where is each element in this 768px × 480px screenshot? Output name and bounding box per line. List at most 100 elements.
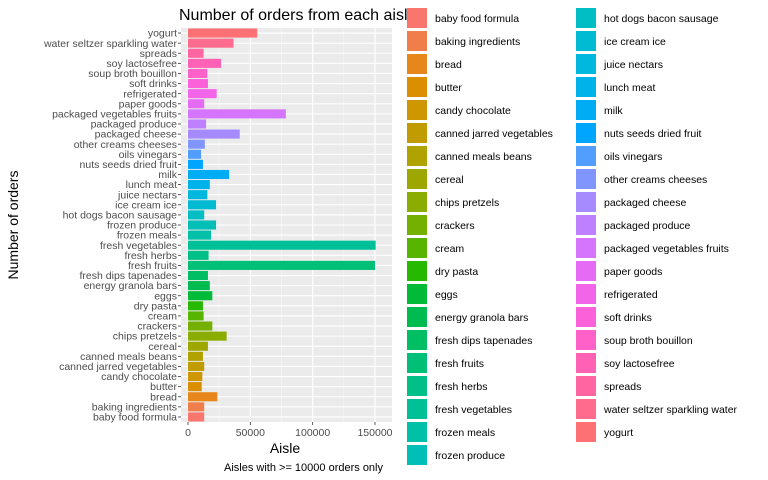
bar-refrigerated — [188, 89, 217, 99]
y-tick-label: frozen meals — [117, 230, 177, 242]
legend-key — [407, 8, 427, 28]
legend-key — [576, 330, 596, 350]
bar-fresh-herbs — [188, 250, 209, 260]
legend-key — [576, 261, 596, 281]
legend-key — [407, 77, 427, 97]
bar-yogurt — [188, 28, 258, 38]
legend-key — [576, 54, 596, 74]
legend-key — [407, 146, 427, 166]
y-tick-label: packaged cheese — [95, 129, 177, 141]
y-tick-label: energy granola bars — [84, 280, 177, 292]
legend-key — [576, 8, 596, 28]
legend-key — [407, 123, 427, 143]
legend-label: packaged produce — [604, 220, 691, 232]
y-tick-label: soy lactosefree — [106, 58, 177, 70]
y-tick-label: butter — [150, 381, 177, 393]
y-tick-label: fresh dips tapenades — [80, 270, 177, 282]
y-tick-label: other creams cheeses — [74, 139, 177, 151]
y-tick-label: crackers — [137, 321, 177, 333]
legend-key — [576, 353, 596, 373]
legend-key — [407, 330, 427, 350]
bar-ice-cream-ice — [188, 200, 217, 210]
y-tick-label: cereal — [148, 341, 177, 353]
legend-label: milk — [604, 105, 623, 117]
y-tick-label: nuts seeds dried fruit — [80, 159, 178, 171]
legend-key — [576, 123, 596, 143]
y-tick-label: lunch meat — [126, 179, 177, 191]
chart-caption: Aisles with >= 10000 orders only — [224, 462, 383, 474]
bar-frozen-meals — [188, 230, 212, 240]
legend-key — [576, 215, 596, 235]
y-axis-title: Number of orders — [5, 171, 21, 280]
legend-key — [407, 238, 427, 258]
legend-key — [576, 169, 596, 189]
legend-label: yogurt — [604, 427, 633, 439]
bar-chips-pretzels — [188, 331, 227, 341]
y-tick-label: fresh vegetables — [100, 240, 177, 252]
x-tick-label: 0 — [185, 427, 191, 439]
bar-soft-drinks — [188, 79, 208, 89]
bar-baking-ingredients — [188, 402, 205, 412]
legend-key — [407, 215, 427, 235]
bar-spreads — [188, 48, 204, 58]
bar-canned-meals-beans — [188, 351, 203, 361]
y-tick-label: baking ingredients — [92, 401, 177, 413]
bar-fresh-fruits — [188, 260, 375, 270]
y-tick-label: frozen produce — [107, 220, 177, 232]
y-tick-label: baby food formula — [93, 412, 177, 424]
y-tick-label: canned jarred vegetables — [59, 361, 177, 373]
legend-label: juice nectars — [603, 59, 663, 71]
legend-key — [407, 422, 427, 442]
bar-milk — [188, 169, 230, 180]
bars — [188, 28, 376, 422]
legend-label: cereal — [435, 174, 464, 186]
legend-key — [576, 284, 596, 304]
bar-candy-chocolate — [188, 371, 203, 382]
legend-label: canned jarred vegetables — [435, 128, 553, 140]
grid-lines — [181, 28, 392, 422]
legend-label: paper goods — [604, 266, 662, 278]
y-tick-label: bread — [150, 391, 177, 403]
y-tick-label: canned meals beans — [80, 351, 177, 363]
legend-key — [407, 353, 427, 373]
legend-label: fresh fruits — [435, 358, 484, 370]
bar-crackers — [188, 321, 213, 331]
chart-title: Number of orders from each aisle — [179, 7, 417, 24]
y-tick-label: fresh herbs — [124, 250, 177, 262]
bar-energy-granola-bars — [188, 281, 210, 291]
legend-label: fresh dips tapenades — [435, 335, 532, 347]
legend-label: hot dogs bacon sausage — [604, 13, 719, 25]
legend-key — [407, 192, 427, 212]
legend-label: candy chocolate — [435, 105, 511, 117]
legend-key — [407, 399, 427, 419]
legend-key — [407, 376, 427, 396]
legend-key — [407, 307, 427, 327]
y-tick-label: cream — [148, 311, 177, 323]
legend-key — [407, 54, 427, 74]
legend-key — [407, 261, 427, 281]
x-tick-label: 50000 — [236, 427, 265, 439]
legend-label: packaged cheese — [604, 197, 686, 209]
bar-cream — [188, 311, 204, 321]
y-tick-label: yogurt — [148, 28, 177, 40]
y-tick-label: candy chocolate — [101, 371, 177, 383]
legend-key — [407, 169, 427, 189]
bar-soy-lactosefree — [188, 58, 222, 68]
legend-label: dry pasta — [435, 266, 478, 278]
y-tick-label: spreads — [140, 48, 177, 60]
y-tick-label: soup broth bouillon — [88, 68, 177, 80]
legend-label: soy lactosefree — [604, 358, 675, 370]
y-tick-label: packaged vegetables fruits — [52, 108, 177, 120]
legend-label: bread — [435, 59, 462, 71]
legend-key — [407, 31, 427, 51]
legend-key — [576, 192, 596, 212]
bar-hot-dogs-bacon-sausage — [188, 210, 205, 220]
y-tick-label: hot dogs bacon sausage — [63, 209, 178, 221]
bar-dry-pasta — [188, 301, 203, 311]
legend-label: ice cream ice — [604, 36, 666, 48]
bar-paper-goods — [188, 99, 205, 109]
legend-label: crackers — [435, 220, 475, 232]
legend-key — [576, 100, 596, 120]
bar-other-creams-cheeses — [188, 139, 205, 149]
